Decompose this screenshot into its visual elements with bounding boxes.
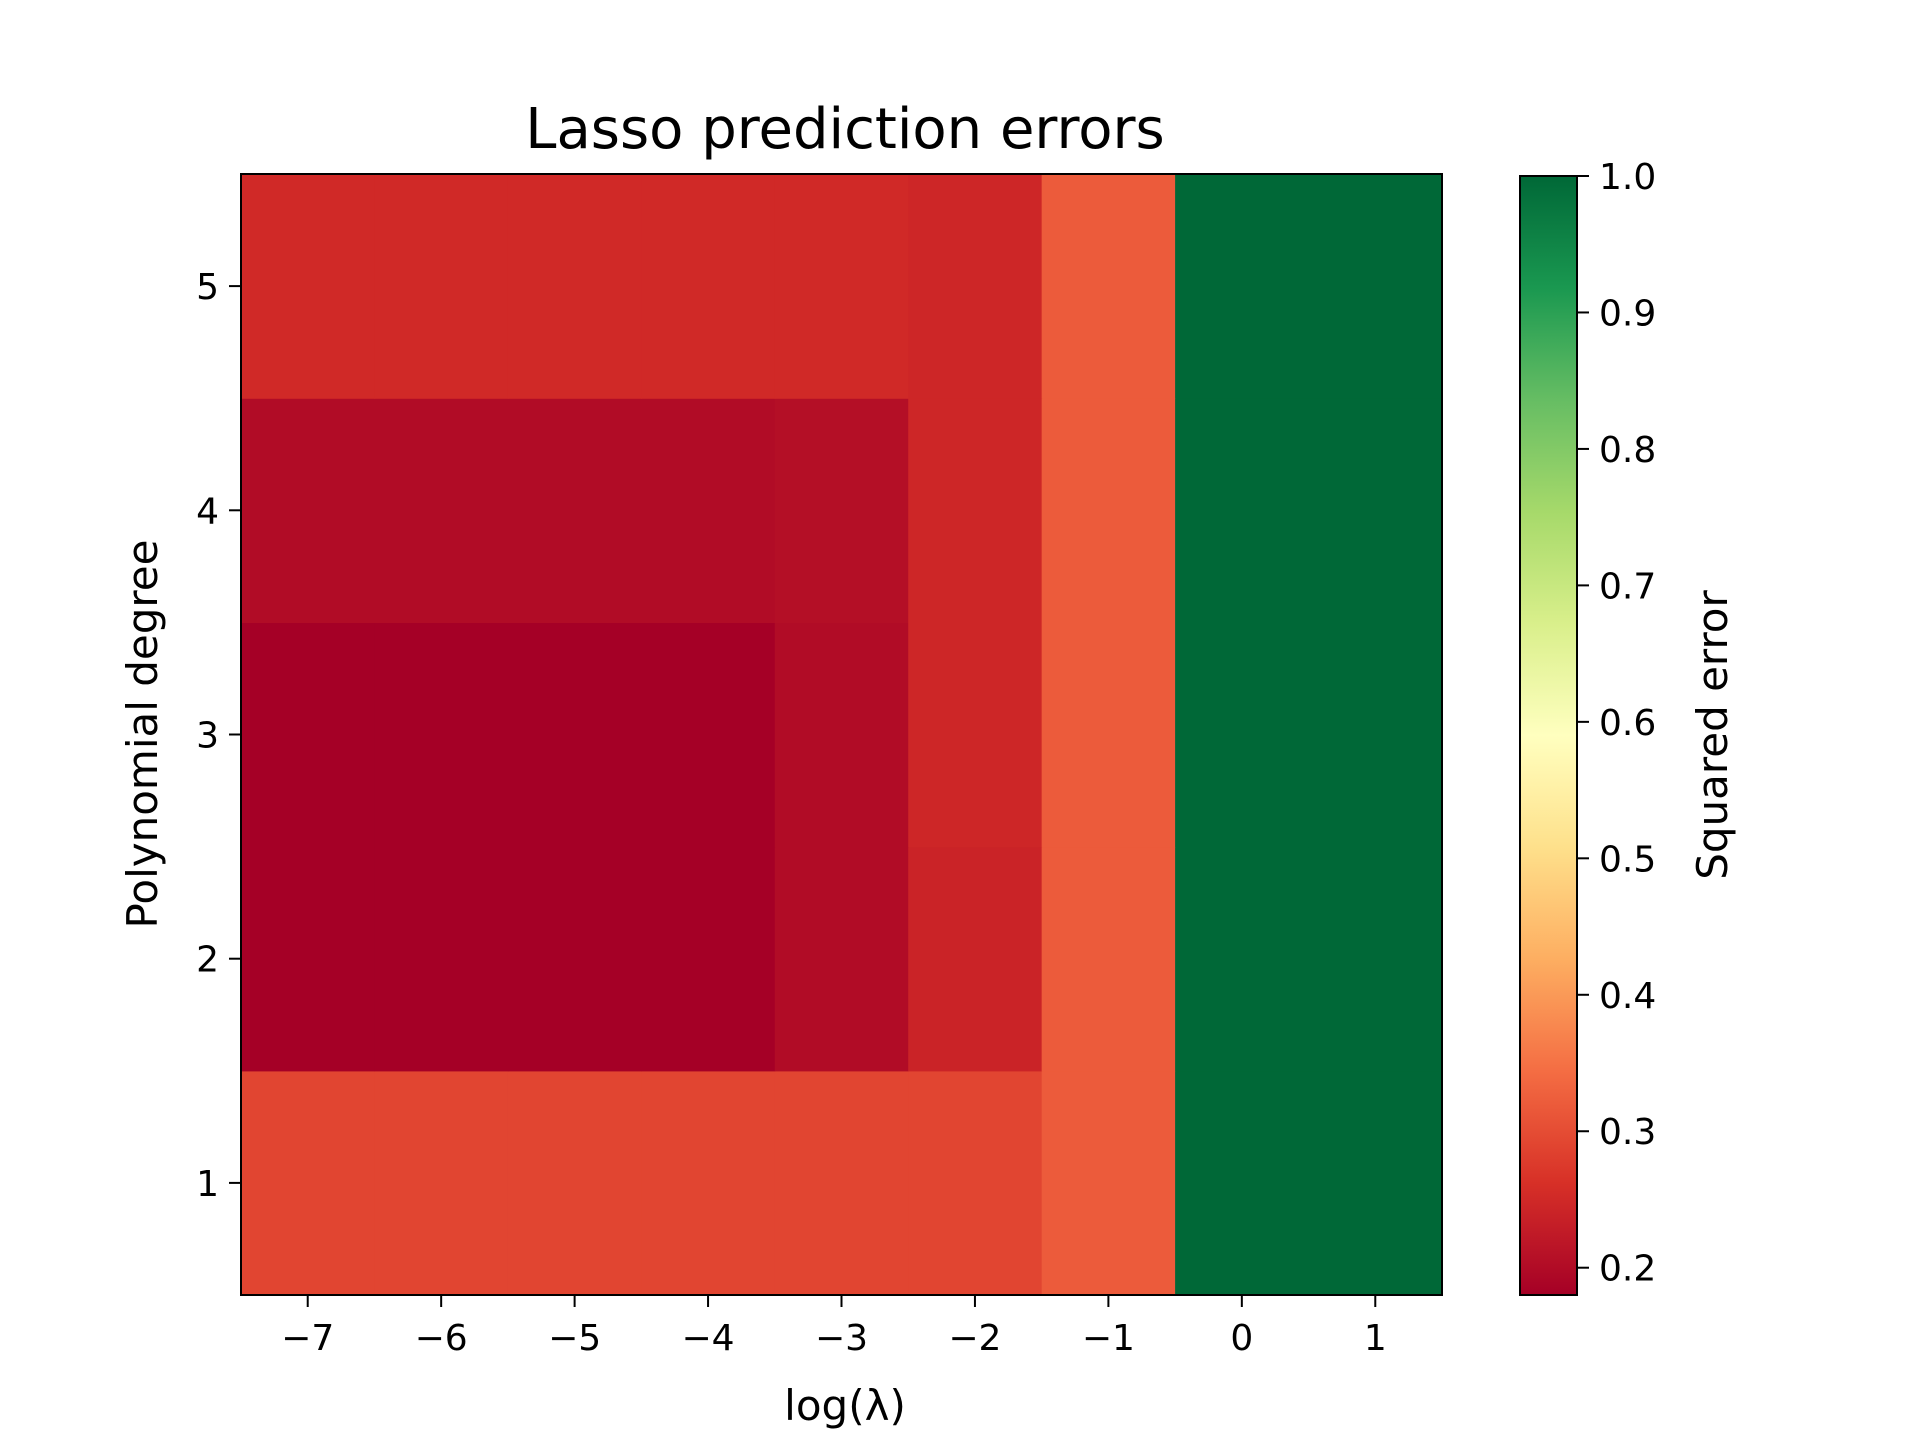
heatmap-cell [1175, 174, 1310, 399]
heatmap-cell [241, 622, 376, 848]
heatmap-cell [1041, 174, 1176, 399]
heatmap-cell [1175, 1070, 1310, 1296]
heatmap-cell [374, 622, 509, 848]
y-tick-label: 4 [196, 491, 219, 532]
heatmap-cell [908, 174, 1043, 399]
heatmap-cell [1175, 622, 1310, 848]
heatmap-cell [241, 398, 376, 623]
heatmap-cell [908, 398, 1043, 623]
heatmap-cell [641, 174, 776, 399]
x-axis-ticks: −7 −6 −5 −4 −3 −2 −1 0 1 [281, 1295, 1387, 1359]
heatmap-cell [1308, 1070, 1443, 1296]
heatmap-cell [241, 846, 376, 1072]
colorbar [1519, 175, 1578, 1296]
heatmap-cell [1175, 398, 1310, 623]
y-tick-label: 1 [196, 1164, 219, 1205]
colorbar-tick-label: 0.7 [1599, 566, 1656, 607]
chart-title: Lasso prediction errors [525, 97, 1164, 162]
colorbar-tick-label: 0.4 [1599, 976, 1656, 1017]
colorbar-ticks: 0.2 0.3 0.4 0.5 0.6 0.7 0.8 0.9 1.0 [1577, 157, 1656, 1290]
x-tick-label: 0 [1230, 1318, 1253, 1359]
colorbar-tick-label: 0.6 [1599, 703, 1656, 744]
x-tick-label: −6 [415, 1318, 468, 1359]
heatmap-cell [1175, 846, 1310, 1072]
heatmap-cell [1308, 398, 1443, 623]
heatmap-cell [774, 622, 909, 848]
x-tick-label: −3 [815, 1318, 868, 1359]
colorbar-tick-label: 1.0 [1599, 157, 1656, 198]
y-axis-ticks: 1 2 3 4 5 [196, 267, 241, 1205]
x-tick-label: −1 [1082, 1318, 1135, 1359]
colorbar-tick-label: 0.3 [1599, 1112, 1656, 1153]
heatmap-cell [374, 174, 509, 399]
heatmap-cell [908, 846, 1043, 1072]
heatmap-cell [507, 846, 642, 1072]
heatmap-cell [908, 622, 1043, 848]
heatmap-cell [241, 1070, 376, 1296]
heatmap-cell [908, 1070, 1043, 1296]
x-axis-label: log(λ) [784, 1381, 906, 1430]
heatmap-cell [1041, 1070, 1176, 1296]
colorbar-label: Squared error [1688, 589, 1737, 879]
heatmap-cell [1041, 398, 1176, 623]
x-tick-label: −2 [948, 1318, 1001, 1359]
heatmap-cell [507, 174, 642, 399]
colorbar-tick-label: 0.9 [1599, 293, 1656, 334]
y-tick-label: 3 [196, 716, 219, 757]
colorbar-tick-label: 0.2 [1599, 1249, 1656, 1290]
heatmap-cell [774, 398, 909, 623]
x-tick-label: −7 [281, 1318, 334, 1359]
heatmap-cell [507, 622, 642, 848]
colorbar-tick-label: 0.8 [1599, 430, 1656, 471]
heatmap-cell [1041, 622, 1176, 848]
heatmap-cell [641, 1070, 776, 1296]
y-axis-label: Polynomial degree [118, 540, 167, 929]
heatmap-cell [507, 1070, 642, 1296]
y-tick-label: 2 [196, 940, 219, 981]
heatmap-cell [1041, 846, 1176, 1072]
heatmap-cell [641, 846, 776, 1072]
heatmap-cell [641, 622, 776, 848]
heatmap-cell [374, 398, 509, 623]
heatmap-cell [774, 1070, 909, 1296]
heatmap-cell [507, 398, 642, 623]
heatmap-cells [241, 174, 1443, 1296]
x-tick-label: 1 [1364, 1318, 1387, 1359]
heatmap-cell [1308, 846, 1443, 1072]
heatmap-cell [1308, 174, 1443, 399]
y-tick-label: 5 [196, 267, 219, 308]
x-tick-label: −4 [682, 1318, 735, 1359]
heatmap-cell [241, 174, 376, 399]
x-tick-label: −5 [548, 1318, 601, 1359]
heatmap-cell [641, 398, 776, 623]
heatmap-cell [774, 174, 909, 399]
heatmap-cell [374, 846, 509, 1072]
heatmap-cell [774, 846, 909, 1072]
heatmap-cell [1308, 622, 1443, 848]
colorbar-tick-label: 0.5 [1599, 839, 1656, 880]
heatmap-cell [374, 1070, 509, 1296]
